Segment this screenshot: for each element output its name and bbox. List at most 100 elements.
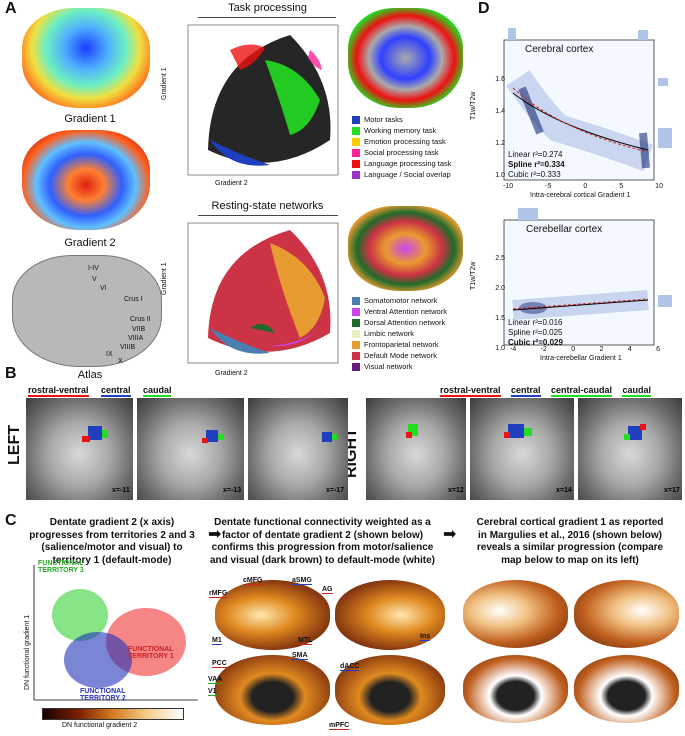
rest-scatter xyxy=(187,222,339,364)
rest-ylabel: Gradient 1 xyxy=(161,262,168,295)
y-tick: 1.0 xyxy=(495,172,505,179)
region-label: VAA xyxy=(208,676,223,684)
cerebral-title: Cerebral cortex xyxy=(525,44,594,55)
rest-cerebellum-map xyxy=(348,206,463,291)
cerebellar-hexbin-plot xyxy=(503,208,672,346)
x-tick: 4 xyxy=(627,346,632,353)
region-label: rMFG xyxy=(209,590,228,598)
task-title-rule xyxy=(198,17,336,18)
atlas-region-label: IX xyxy=(106,351,113,358)
legend-item: Default Mode network xyxy=(364,351,437,360)
legend-swatch xyxy=(352,340,360,349)
y-tick: 2.0 xyxy=(495,285,505,292)
atlas-region-label: Crus I xyxy=(124,296,143,303)
rest-xlabel: Gradient 2 xyxy=(215,370,248,377)
legend-item: Language / Social overlap xyxy=(364,170,451,179)
dentate-clusters xyxy=(82,424,646,443)
x-tick: 5 xyxy=(619,183,624,190)
slice-coord: x=-17 xyxy=(326,487,345,494)
tag-caudal: caudal xyxy=(622,385,651,397)
cerebral-hexbin-plot xyxy=(503,28,672,181)
legend-item: Motor tasks xyxy=(364,115,403,124)
tag-central-caudal: central-caudal xyxy=(550,385,612,397)
atlas-region-label: V xyxy=(92,276,97,283)
territory-2-label: FUNCTIONAL TERRITORY 2 xyxy=(80,688,126,702)
slice-left-2 xyxy=(137,398,244,500)
legend-item: Visual network xyxy=(364,362,413,371)
x-tick: -4 xyxy=(510,346,517,353)
brain-lateral-right xyxy=(335,580,445,650)
dn-xlabel: DN functional gradient 2 xyxy=(62,722,138,729)
y-tick: 1.4 xyxy=(495,108,505,115)
cerebral-xticks: -10 -5 0 5 10 xyxy=(503,183,663,190)
legend-item: Dorsal Attention network xyxy=(364,318,446,327)
margulies-lateral-left xyxy=(463,580,568,648)
legend-swatch xyxy=(352,351,360,360)
legend-item: Language processing task xyxy=(364,159,452,168)
arrow-icon: ➡ xyxy=(443,526,457,543)
gradient2-label: Gradient 2 xyxy=(64,237,116,249)
region-label: V1 xyxy=(208,688,217,696)
task-scatter xyxy=(187,24,339,176)
legend-swatch xyxy=(352,307,360,316)
cerebellar-ylabel: T1w/T2w xyxy=(470,261,477,290)
brain-lateral-left xyxy=(215,580,330,650)
gradient1-map xyxy=(22,8,150,108)
x-tick: 0 xyxy=(583,183,588,190)
atlas-region-label: X xyxy=(118,358,123,365)
dn-scatter xyxy=(33,565,198,701)
legend-item: Social processing task xyxy=(364,148,439,157)
slice-coord: x=-11 xyxy=(112,487,130,494)
right-tags: rostral-ventral central central-caudal c… xyxy=(440,380,651,398)
region-label: Ins xyxy=(420,633,431,641)
x-tick: 10 xyxy=(655,183,663,190)
legend-swatch xyxy=(352,137,360,146)
stat-cubic: Cubic r²=0.029 xyxy=(508,338,563,347)
x-tick: -2 xyxy=(540,346,547,353)
atlas-region-label: I-IV xyxy=(88,265,99,272)
slice-coord: x=14 xyxy=(556,487,572,494)
legend-item: Somatomotor network xyxy=(364,296,438,305)
panel-c-text-3: Cerebral cortical gradient 1 as reported… xyxy=(476,517,664,566)
rest-title-rule xyxy=(198,215,338,216)
slice-coord: x=12 xyxy=(448,487,464,494)
atlas-region-label: VIIB xyxy=(132,326,146,333)
x-tick: 6 xyxy=(656,346,660,353)
cerebellar-xlabel: Intra-cerebellar Gradient 1 xyxy=(540,355,622,362)
slice-right-1 xyxy=(366,398,466,500)
legend-item: Ventral Attention network xyxy=(364,307,447,316)
legend-item: Limbic network xyxy=(364,329,415,338)
legend-swatch xyxy=(352,115,360,124)
region-label: cMFG xyxy=(243,577,263,585)
legend-swatch xyxy=(352,148,360,157)
gradient1-label: Gradient 1 xyxy=(64,113,116,125)
tag-central: central xyxy=(510,385,541,397)
tag-rostral-ventral: rostral-ventral xyxy=(28,385,89,397)
x-tick: -10 xyxy=(503,183,514,190)
legend-item: Emotion processing task xyxy=(364,137,446,146)
legend-swatch xyxy=(352,296,360,305)
legend-swatch xyxy=(352,318,360,327)
stat-linear: Linear r²=0.274 xyxy=(508,150,563,159)
rest-legend: Somatomotor network Ventral Attention ne… xyxy=(352,295,447,372)
task-cerebellum-map xyxy=(348,8,463,108)
slice-coord: x=17 xyxy=(664,487,680,494)
legend-item: Working memory task xyxy=(364,126,437,135)
region-label: aSMG xyxy=(292,577,312,585)
task-xlabel: Gradient 2 xyxy=(215,180,248,187)
x-tick: 2 xyxy=(599,346,604,353)
atlas-region-label: VI xyxy=(100,285,107,292)
rest-title: Resting-state networks xyxy=(211,200,324,212)
y-tick: 1.6 xyxy=(495,76,505,83)
arrow-icon: ➡ xyxy=(208,526,222,543)
atlas-region-label: Crus II xyxy=(130,316,151,323)
region-label: dACC xyxy=(340,663,360,671)
region-label: SMA xyxy=(292,652,308,660)
legend-swatch xyxy=(352,159,360,168)
panel-letter-b: B xyxy=(5,365,17,382)
stat-spline: Spline r²=0.025 xyxy=(508,328,563,337)
margulies-medial-right xyxy=(574,655,679,723)
brain-medial-left xyxy=(215,655,330,725)
territory-3-label: FUNCTIONAL TERRITORY 3 xyxy=(38,560,84,574)
panel-c-text-1: Dentate gradient 2 (x axis) progresses f… xyxy=(29,517,195,566)
